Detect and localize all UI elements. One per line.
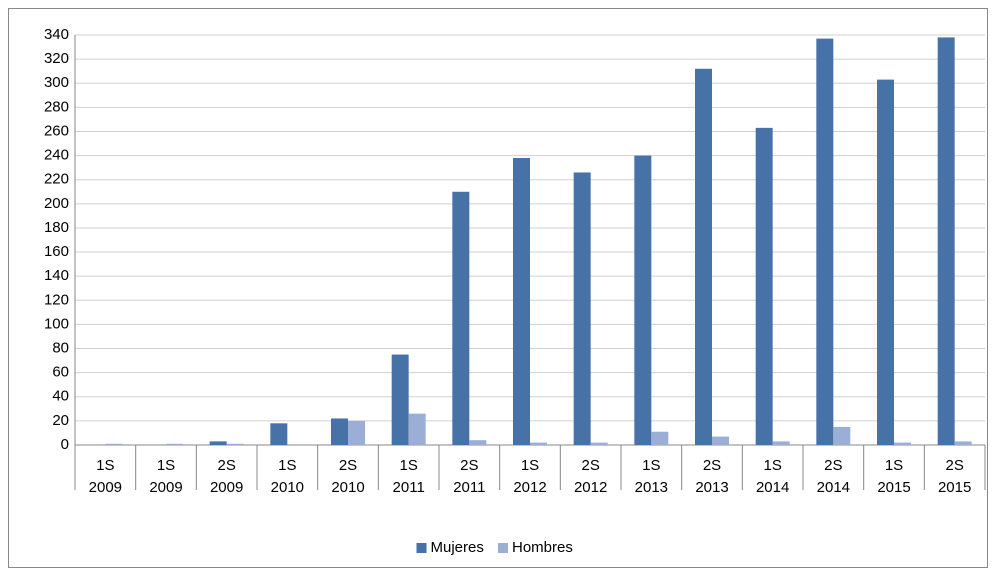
y-tick-label: 240: [44, 147, 69, 164]
legend-label: Hombres: [512, 539, 573, 556]
bar: [452, 191, 470, 445]
x-tick-label: 2S: [824, 457, 842, 474]
x-tick-label: 2013: [635, 479, 668, 496]
y-tick-label: 0: [61, 436, 69, 453]
x-tick-label: 2015: [938, 479, 971, 496]
x-tick-label: 2010: [331, 479, 364, 496]
bar: [651, 431, 669, 445]
y-tick-label: 80: [52, 339, 69, 356]
x-tick-label: 2012: [574, 479, 607, 496]
bar: [331, 418, 348, 445]
x-tick-label: 1S: [885, 457, 903, 474]
bar: [954, 441, 972, 445]
bar: [391, 354, 409, 445]
y-tick-label: 260: [44, 122, 69, 139]
x-tick-label: 2014: [817, 479, 850, 496]
bar: [937, 37, 955, 445]
bar: [209, 441, 227, 445]
x-tick-label: 1S: [642, 457, 660, 474]
bar: [634, 155, 652, 445]
y-tick-label: 340: [44, 26, 69, 43]
y-tick-label: 20: [52, 412, 69, 429]
y-tick-label: 140: [44, 267, 69, 284]
bar: [573, 172, 591, 445]
bar: [755, 127, 773, 446]
y-tick-label: 320: [44, 50, 69, 67]
bar: [226, 443, 244, 445]
x-tick-label: 2S: [339, 457, 357, 474]
legend-label: Mujeres: [431, 539, 484, 556]
bar: [816, 38, 834, 445]
bar: [513, 158, 530, 445]
legend-swatch: [416, 543, 427, 553]
x-tick-label: 2S: [945, 457, 963, 474]
bar: [270, 423, 288, 445]
x-tick-label: 1S: [521, 457, 539, 474]
bar: [894, 442, 911, 445]
y-tick-label: 40: [52, 388, 69, 405]
bar: [833, 426, 851, 445]
bar: [772, 441, 790, 445]
y-tick-label: 100: [44, 315, 69, 332]
x-tick-label: 2011: [453, 479, 485, 496]
x-tick-label: 2010: [271, 479, 304, 496]
bar: [695, 68, 712, 445]
y-tick-label: 280: [44, 98, 69, 115]
x-tick-label: 2013: [695, 479, 728, 496]
x-tick-label: 1S: [763, 457, 781, 474]
x-tick-label: 2S: [581, 457, 599, 474]
x-tick-label: 1S: [157, 457, 175, 474]
y-tick-label: 160: [44, 243, 69, 260]
y-tick-label: 180: [44, 219, 69, 236]
x-tick-label: 2015: [877, 479, 910, 496]
bar: [166, 443, 183, 445]
bar: [590, 442, 608, 445]
y-tick-label: 220: [44, 171, 69, 188]
bar: [530, 442, 547, 445]
x-tick-label: 2S: [703, 457, 721, 474]
x-tick-label: 2014: [756, 479, 789, 496]
x-tick-label: 1S: [278, 457, 296, 474]
x-tick-label: 2S: [217, 457, 235, 474]
y-tick-label: 120: [44, 291, 69, 308]
bar: [877, 79, 894, 445]
x-tick-label: 2009: [210, 479, 243, 496]
legend-swatch: [498, 543, 508, 553]
x-tick-label: 1S: [399, 457, 417, 474]
x-tick-label: 2S: [460, 457, 478, 474]
bar: [408, 413, 426, 445]
bar: [105, 443, 123, 445]
x-tick-label: 2012: [513, 479, 546, 496]
y-tick-label: 60: [52, 364, 69, 381]
bar: [348, 420, 365, 445]
x-tick-label: 2011: [393, 479, 425, 496]
bar: [469, 440, 487, 445]
x-tick-label: 2009: [149, 479, 182, 496]
x-tick-label: 2009: [89, 479, 122, 496]
bar: [712, 436, 729, 445]
x-tick-label: 1S: [96, 457, 114, 474]
y-tick-label: 300: [44, 74, 69, 91]
y-tick-label: 200: [44, 195, 69, 212]
